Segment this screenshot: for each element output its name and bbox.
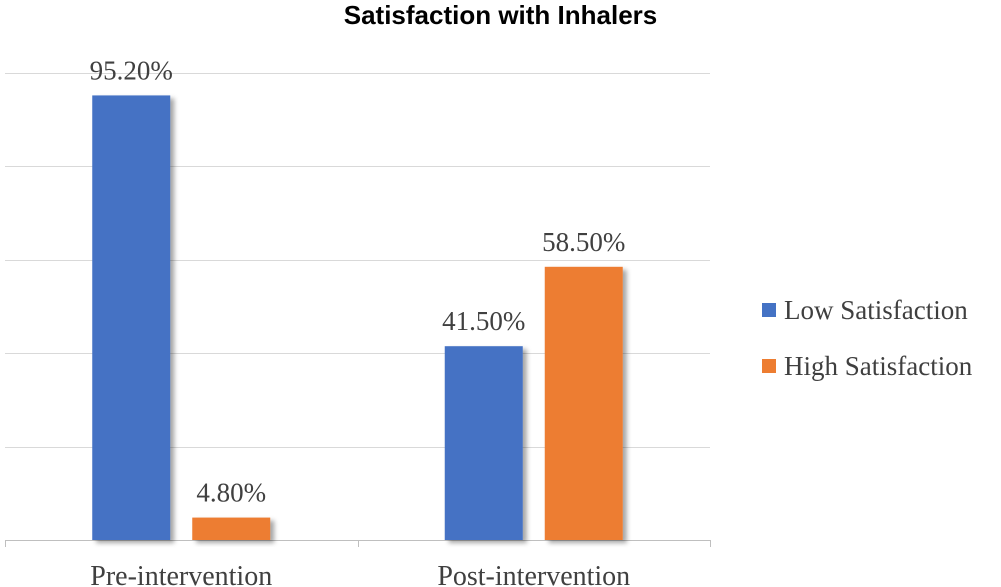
legend-item-high: High Satisfaction: [762, 338, 972, 394]
legend-label-low: Low Satisfaction: [784, 295, 968, 326]
bar-low-satisfaction-pre-intervention: [92, 95, 170, 540]
data-label: 95.20%: [90, 55, 173, 85]
legend: Low Satisfaction High Satisfaction: [762, 282, 972, 394]
data-label: 58.50%: [542, 227, 625, 257]
legend-swatch-low: [762, 303, 776, 317]
legend-item-low: Low Satisfaction: [762, 282, 972, 338]
x-tick-label: Pre-intervention: [90, 561, 272, 587]
legend-label-high: High Satisfaction: [784, 351, 972, 382]
bar-high-satisfaction-post-intervention: [545, 267, 623, 540]
bar-low-satisfaction-post-intervention: [445, 346, 523, 540]
data-label: 41.50%: [442, 306, 525, 336]
legend-swatch-high: [762, 359, 776, 373]
data-label: 4.80%: [196, 478, 266, 508]
bar-high-satisfaction-pre-intervention: [192, 518, 270, 540]
x-tick-label: Post-intervention: [437, 561, 630, 587]
